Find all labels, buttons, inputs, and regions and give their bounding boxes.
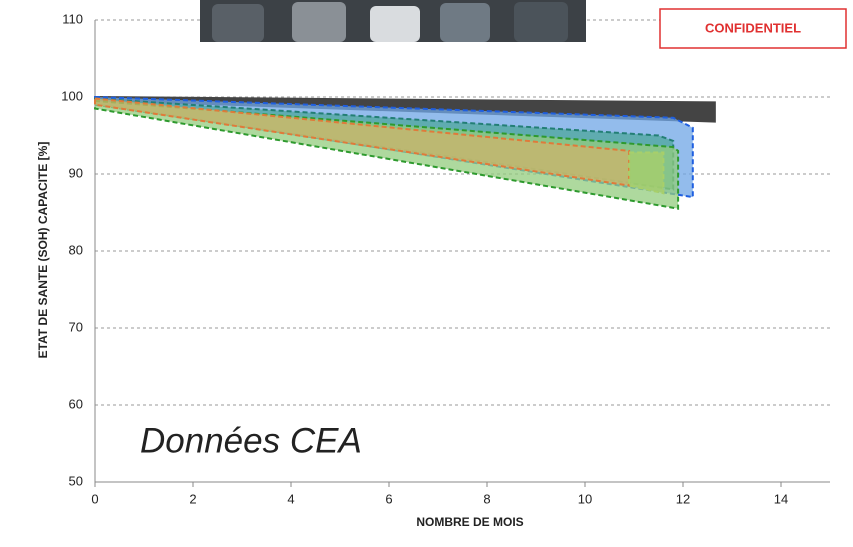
x-tick-label: 14 [774, 491, 788, 506]
photo [200, 0, 586, 42]
y-tick-label: 70 [69, 319, 83, 334]
x-tick-label: 10 [578, 491, 592, 506]
y-tick-label: 90 [69, 165, 83, 180]
x-tick-label: 4 [287, 491, 294, 506]
badge: CONFIDENTIEL [705, 20, 801, 35]
x-tick-label: 0 [91, 491, 98, 506]
y-tick-label: 100 [61, 88, 83, 103]
band [94, 99, 680, 210]
y-tick-label: 50 [69, 473, 83, 488]
x-tick-label: 2 [189, 491, 196, 506]
x-axis-label: NOMBRE DE MOIS [416, 515, 523, 529]
y-tick-label: 80 [69, 242, 83, 257]
annotation: Données CEA [140, 421, 362, 460]
band [628, 151, 665, 195]
badge-box [659, 8, 847, 49]
y-tick-label: 60 [69, 396, 83, 411]
y-axis-label: ETAT DE SANTE (SOH) CAPACITE [%] [36, 142, 50, 359]
x-tick-label: 6 [385, 491, 392, 506]
y-tick-label: 110 [62, 11, 83, 26]
x-tick-label: 12 [676, 491, 690, 506]
x-tick-label: 8 [483, 491, 490, 506]
